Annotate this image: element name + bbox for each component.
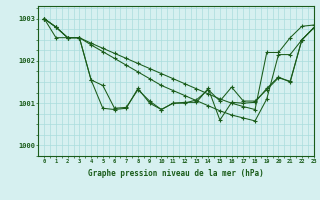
X-axis label: Graphe pression niveau de la mer (hPa): Graphe pression niveau de la mer (hPa): [88, 169, 264, 178]
